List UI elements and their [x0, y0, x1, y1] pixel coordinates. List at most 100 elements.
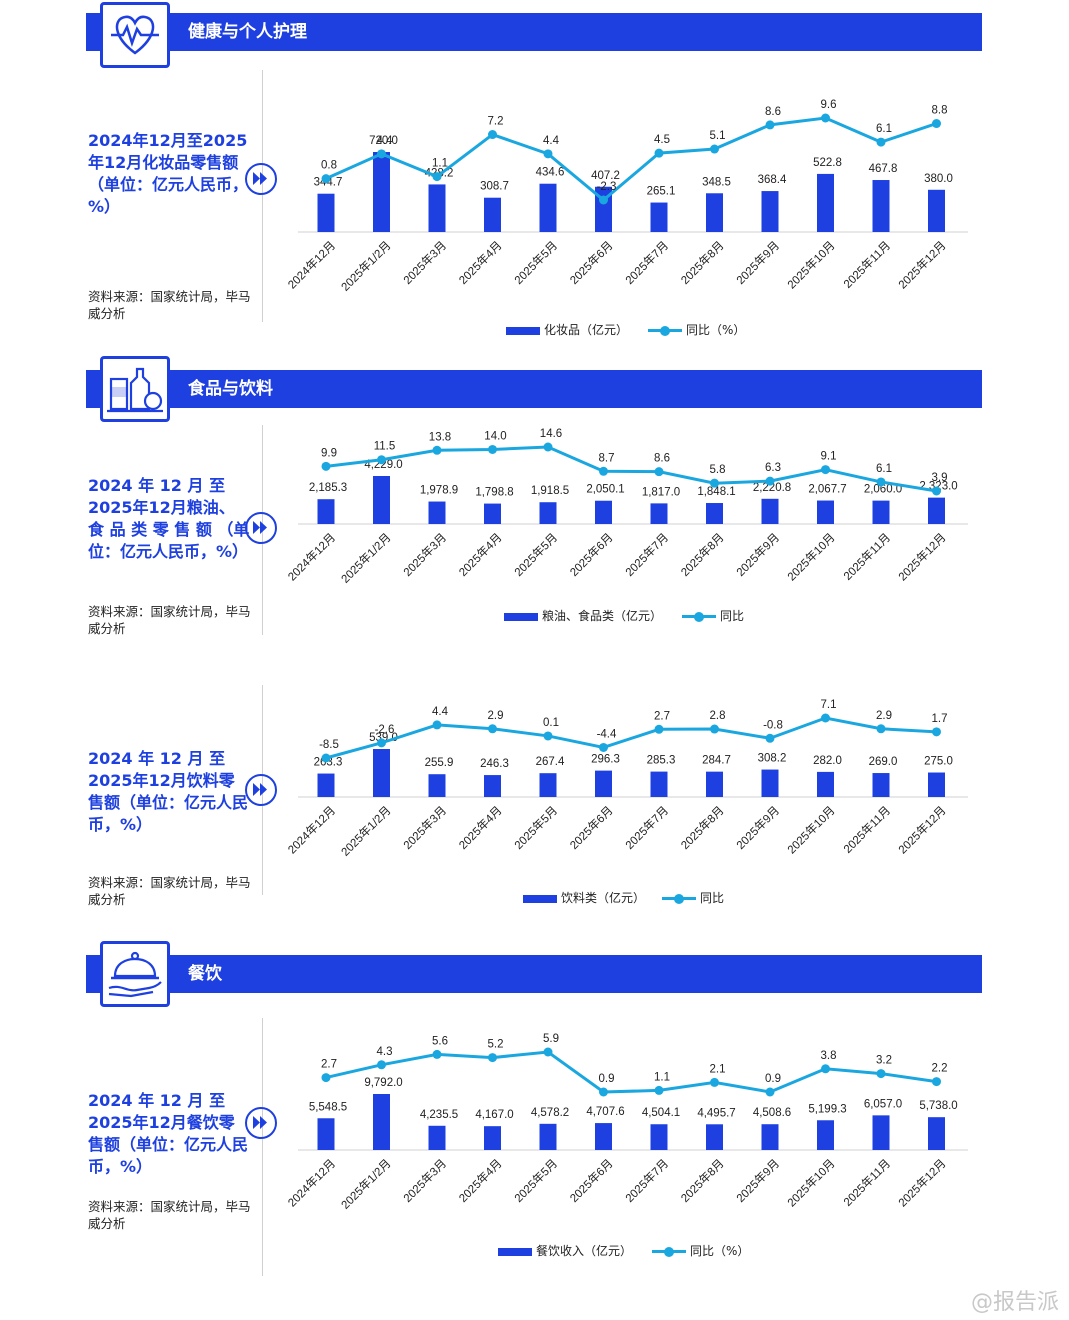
- yoy-data-label: 3.2: [876, 1055, 892, 1067]
- bar-data-label: 4,707.6: [586, 1106, 624, 1118]
- bar-data-label: 5,199.3: [808, 1103, 846, 1115]
- yoy-data-label: 3.8: [821, 1050, 837, 1062]
- yoy-point: [710, 144, 719, 154]
- yoy-point: [377, 1060, 386, 1070]
- bar: [373, 476, 390, 524]
- fast-forward-icon[interactable]: [245, 774, 277, 806]
- yoy-point: [821, 1064, 830, 1074]
- legend-item-line: 同比（%）: [652, 1241, 749, 1261]
- data-source: 资料来源：国家统计局，毕马威分析: [88, 604, 251, 636]
- yoy-data-label: 8.7: [599, 452, 615, 464]
- x-tick-label: 2025年7月: [622, 1156, 671, 1205]
- yoy-point: [765, 1087, 775, 1097]
- section-header-catering: 餐饮: [86, 955, 982, 993]
- x-tick-label: 2025年12月: [895, 238, 948, 291]
- x-tick-label: 2025年3月: [400, 238, 449, 287]
- yoy-data-label: 14.6: [540, 428, 562, 440]
- x-tick-label: 2025年1/2月: [338, 1156, 394, 1212]
- bar: [761, 1124, 779, 1150]
- yoy-data-label: 2.8: [710, 710, 726, 722]
- yoy-point: [543, 731, 553, 741]
- panel-title: 2024年12月至2025年12月化妆品零售额（单位：亿元人民币，%）: [88, 131, 249, 216]
- legend: 化妆品（亿元） 同比（%）: [268, 320, 968, 340]
- yoy-point: [488, 444, 497, 454]
- yoy-point: [599, 1087, 608, 1097]
- x-tick-label: 2025年5月: [511, 1156, 560, 1205]
- yoy-data-label: 8.6: [765, 106, 781, 118]
- yoy-data-label: 0.1: [543, 717, 559, 729]
- bar-data-label: 1,848.1: [697, 486, 735, 498]
- bar: [706, 771, 723, 797]
- bar-data-label: 4,504.1: [642, 1107, 680, 1119]
- bar: [428, 774, 446, 797]
- yoy-line: [325, 1050, 937, 1094]
- yoy-point: [654, 1085, 664, 1095]
- yoy-data-label: 0.8: [321, 160, 337, 172]
- yoy-point: [765, 476, 775, 486]
- yoy-point: [377, 738, 386, 748]
- yoy-data-label: 9.9: [321, 447, 337, 459]
- yoy-point: [654, 724, 664, 734]
- yoy-point: [321, 1073, 331, 1083]
- yoy-point: [599, 195, 608, 205]
- yoy-data-label: 2.7: [654, 710, 670, 722]
- yoy-point: [543, 149, 553, 159]
- panel-title: 2024 年 12 月 至 2025年12月餐饮零售额（单位：亿元人民币，%）: [88, 1091, 249, 1176]
- x-tick-label: 2025年11月: [840, 1156, 893, 1209]
- bar: [650, 771, 668, 797]
- bar-data-label: 348.5: [702, 176, 731, 188]
- x-tick-label: 2025年11月: [840, 530, 893, 583]
- x-tick-label: 2024年12月: [285, 1156, 338, 1209]
- x-tick-label: 2025年9月: [733, 1156, 782, 1205]
- fast-forward-icon[interactable]: [245, 512, 277, 544]
- bar-data-label: 308.7: [480, 181, 509, 193]
- legend: 粮油、食品类（亿元） 同比: [268, 606, 968, 626]
- yoy-data-label: 8.6: [654, 453, 670, 465]
- yoy-point: [765, 733, 775, 743]
- section-title: 餐饮: [188, 964, 222, 984]
- yoy-point: [932, 1077, 941, 1087]
- bar-data-label: 2,067.7: [808, 484, 846, 496]
- x-tick-label: 2025年5月: [511, 238, 560, 287]
- x-tick-label: 2025年8月: [678, 238, 727, 287]
- bar: [317, 499, 335, 524]
- bar: [928, 772, 945, 797]
- yoy-point: [932, 727, 941, 737]
- x-tick-label: 2025年10月: [784, 530, 837, 583]
- bar: [706, 1124, 723, 1150]
- yoy-data-label: 0.9: [599, 1073, 615, 1085]
- bar-data-label: 4,578.2: [531, 1107, 569, 1119]
- fast-forward-icon[interactable]: [245, 163, 277, 195]
- bar: [484, 1126, 501, 1150]
- bar-data-label: 1,978.9: [420, 485, 458, 497]
- fast-forward-icon[interactable]: [245, 1107, 277, 1139]
- panel-title: 2024 年 12 月 至 2025年12月粮油、食 品 类 零 售 额 （单位…: [88, 476, 250, 561]
- bar-data-label: 296.3: [591, 754, 620, 766]
- yoy-point: [876, 1069, 886, 1079]
- yoy-data-label: 13.8: [429, 431, 451, 443]
- bar-data-label: 380.0: [924, 173, 953, 185]
- legend: 餐饮收入（亿元） 同比（%）: [268, 1241, 968, 1261]
- yoy-data-label: 7.2: [488, 116, 504, 128]
- x-tick-label: 2025年12月: [895, 1156, 948, 1209]
- yoy-data-label: -2.3: [597, 181, 617, 193]
- bar-data-label: 1,817.0: [642, 486, 680, 498]
- x-tick-label: 2025年9月: [733, 530, 782, 579]
- x-tick-label: 2025年4月: [456, 238, 505, 287]
- yoy-data-label: 7.1: [821, 699, 837, 711]
- yoy-data-label: 9.1: [821, 451, 837, 463]
- yoy-point: [543, 1047, 553, 1057]
- bar-data-label: 467.8: [869, 163, 898, 175]
- bar-data-label: 263.3: [314, 757, 343, 769]
- yoy-data-label: 4.3: [377, 1046, 393, 1058]
- x-tick-label: 2025年8月: [678, 803, 727, 852]
- legend-item-line: 同比: [682, 606, 744, 626]
- divider: [262, 70, 263, 322]
- bar: [373, 749, 390, 797]
- yoy-data-label: 4.4: [432, 706, 449, 718]
- yoy-point: [377, 149, 386, 159]
- bar: [761, 769, 779, 797]
- bar-data-label: 246.3: [480, 758, 509, 770]
- bar-data-label: 2,220.8: [753, 482, 791, 494]
- x-tick-label: 2025年8月: [678, 1156, 727, 1205]
